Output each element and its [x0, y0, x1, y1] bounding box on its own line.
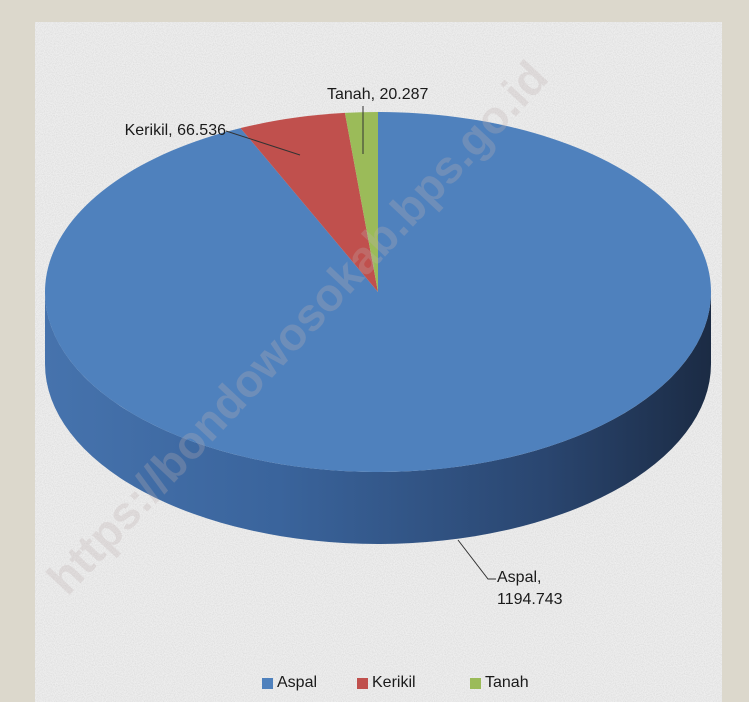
legend-label: Tanah	[485, 674, 529, 691]
legend-item: Aspal	[262, 672, 317, 694]
legend-swatch	[470, 677, 481, 689]
data-label: Tanah, 20.287	[327, 86, 429, 103]
pie-slice	[240, 112, 378, 292]
legend-swatch	[357, 677, 368, 689]
data-label: Kerikil, 66.536	[124, 122, 226, 139]
legend-label: Kerikil	[372, 674, 416, 691]
legend-label: Aspal	[277, 674, 318, 691]
legend-swatch	[262, 677, 273, 689]
leader-line	[457, 539, 496, 580]
data-label: Aspal, 1194.743	[497, 569, 563, 608]
legend-item: Tanah	[470, 672, 529, 694]
pie-slice	[344, 112, 378, 292]
leader-line	[225, 130, 301, 156]
pie-side	[45, 292, 711, 544]
legend-item: Kerikil	[357, 672, 416, 694]
